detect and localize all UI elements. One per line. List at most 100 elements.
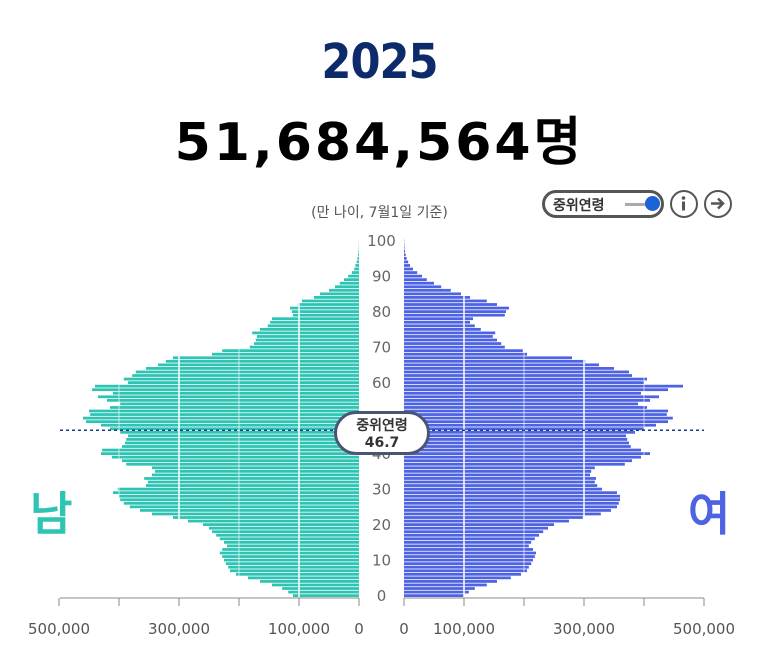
next-button[interactable] xyxy=(704,190,732,218)
male-bar-age-17 xyxy=(216,533,359,537)
male-bar-age-15 xyxy=(224,540,359,544)
male-bar-age-14 xyxy=(227,544,359,548)
male-bar-age-56 xyxy=(98,395,359,399)
female-bar-age-65 xyxy=(404,363,599,367)
male-bar-age-22 xyxy=(173,516,359,519)
male-bar-age-25 xyxy=(129,505,359,509)
toggle-knob[interactable] xyxy=(645,196,660,211)
female-bar-age-46 xyxy=(404,430,635,434)
female-bar-age-30 xyxy=(404,487,602,491)
male-bar-age-94 xyxy=(356,260,359,264)
male-bar-age-1 xyxy=(288,590,359,594)
female-bar-age-7 xyxy=(404,569,527,573)
female-x-tick-label: 300,000 xyxy=(553,620,615,638)
female-bar-age-66 xyxy=(404,359,586,363)
female-bar-age-67 xyxy=(404,356,572,360)
male-bar-age-67 xyxy=(173,356,359,360)
age-basis-note: (만 나이, 7월1일 기준) xyxy=(311,205,448,221)
female-bar-age-76 xyxy=(404,324,475,328)
female-bar-age-45 xyxy=(404,434,626,438)
male-bar-age-75 xyxy=(260,327,359,331)
female-bar-age-19 xyxy=(404,526,548,530)
male-bar-age-21 xyxy=(188,519,359,523)
female-bar-age-82 xyxy=(404,303,497,306)
female-bar-age-29 xyxy=(404,491,617,495)
male-x-tick-label: 0 xyxy=(354,620,364,638)
male-bar-age-84 xyxy=(314,296,359,299)
female-bar-age-0 xyxy=(404,594,464,597)
male-bar-age-26 xyxy=(123,501,359,505)
female-bar-age-61 xyxy=(404,377,647,381)
female-bar-age-36 xyxy=(404,466,595,470)
male-bar-age-13 xyxy=(222,548,359,551)
male-bar-age-9 xyxy=(225,562,359,566)
male-bar-age-47 xyxy=(110,427,359,431)
male-bar-age-86 xyxy=(329,288,359,292)
age-tick-10: 10 xyxy=(372,552,391,570)
male-bar-age-10 xyxy=(224,558,359,562)
male-bar-age-18 xyxy=(212,530,359,534)
male-bar-age-79 xyxy=(293,313,359,317)
female-bar-age-6 xyxy=(404,572,521,576)
female-bar-age-34 xyxy=(404,473,590,477)
male-bar-age-49 xyxy=(86,420,359,424)
male-bar-age-60 xyxy=(128,381,359,384)
male-bar-age-93 xyxy=(355,264,359,267)
male-x-tick-label: 100,000 xyxy=(268,620,330,638)
female-bar-age-78 xyxy=(404,317,473,321)
male-bar-age-12 xyxy=(219,551,359,555)
female-x-tick-label: 500,000 xyxy=(673,620,735,638)
female-bar-age-81 xyxy=(404,306,509,310)
female-bar-age-17 xyxy=(404,533,539,537)
info-icon xyxy=(681,196,686,211)
male-bar-age-68 xyxy=(212,352,359,356)
male-bar-age-57 xyxy=(113,391,359,395)
male-bar-age-44 xyxy=(126,438,359,441)
male-bar-age-59 xyxy=(95,384,359,388)
male-x-tick-label: 500,000 xyxy=(28,620,90,638)
female-bar-age-13 xyxy=(404,548,533,551)
male-bar-age-43 xyxy=(125,441,359,445)
female-bar-age-83 xyxy=(404,299,487,303)
female-bars xyxy=(404,239,683,597)
male-bar-age-50 xyxy=(83,416,359,420)
female-bar-age-91 xyxy=(404,271,418,274)
male-bar-age-45 xyxy=(128,434,359,438)
female-bar-age-21 xyxy=(404,519,569,523)
female-bar-age-14 xyxy=(404,544,529,548)
male-bar-age-46 xyxy=(120,430,359,434)
male-bar-age-51 xyxy=(90,413,359,416)
female-bar-age-38 xyxy=(404,459,632,463)
female-bar-age-48 xyxy=(404,423,656,427)
female-bar-age-35 xyxy=(404,469,592,473)
male-bar-age-42 xyxy=(122,445,359,448)
total-population: 51,684,564명 xyxy=(174,113,585,173)
male-bar-age-97 xyxy=(358,249,359,253)
median-age-badge-value: 46.7 xyxy=(364,435,400,451)
female-bar-age-43 xyxy=(404,441,629,445)
female-bar-age-79 xyxy=(404,313,505,317)
female-bar-age-85 xyxy=(404,292,461,296)
female-bar-age-59 xyxy=(404,384,683,388)
male-bar-age-92 xyxy=(354,267,359,271)
female-bar-age-75 xyxy=(404,327,481,331)
male-bar-age-90 xyxy=(348,274,359,278)
female-bar-age-50 xyxy=(404,416,673,420)
male-bar-age-62 xyxy=(132,374,359,377)
age-tick-0: 0 xyxy=(377,587,387,605)
male-bar-age-30 xyxy=(117,487,359,491)
female-bar-age-11 xyxy=(404,555,535,558)
male-bar-age-61 xyxy=(123,377,359,381)
female-bar-age-31 xyxy=(404,484,598,487)
info-button[interactable] xyxy=(670,190,698,218)
male-bar-age-87 xyxy=(335,285,359,289)
male-bar-age-91 xyxy=(351,271,359,274)
median-age-toggle[interactable]: 중위연령 xyxy=(542,190,664,218)
x-axes: 500,000 300,000 100,000 0 0 100,000 300,000 500… xyxy=(28,597,735,638)
female-bar-age-73 xyxy=(404,335,493,338)
female-bar-age-5 xyxy=(404,576,511,580)
male-bar-age-72 xyxy=(255,338,359,342)
female-bar-age-63 xyxy=(404,370,629,374)
age-tick-90: 90 xyxy=(372,268,391,286)
